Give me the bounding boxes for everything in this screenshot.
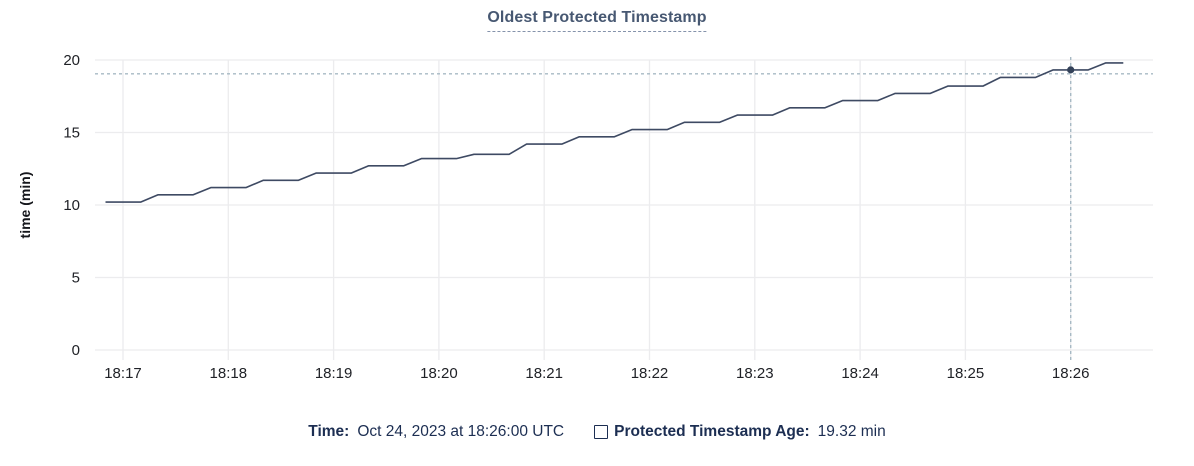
series-line xyxy=(105,62,1124,203)
chart-hover-legend: Time: Oct 24, 2023 at 18:26:00 UTC Prote… xyxy=(0,420,1194,444)
y-tick-label: 15 xyxy=(63,125,80,142)
x-tick-label: 18:22 xyxy=(631,365,669,382)
y-tick-label: 20 xyxy=(63,52,80,69)
x-tick-label: 18:25 xyxy=(947,365,985,382)
x-tick-label: 18:23 xyxy=(736,365,774,382)
series-legend-label[interactable]: Protected Timestamp Age: xyxy=(614,423,810,440)
highlight-point xyxy=(1067,66,1075,74)
series-hover-value: 19.32 min xyxy=(817,423,886,440)
x-tick-label: 18:26 xyxy=(1052,365,1090,382)
x-tick-label: 18:24 xyxy=(841,365,879,382)
x-tick-label: 18:19 xyxy=(315,365,353,382)
series-legend-item[interactable]: Protected Timestamp Age: 19.32 min xyxy=(594,420,886,444)
x-tick-label: 18:21 xyxy=(525,365,563,382)
y-tick-label: 5 xyxy=(72,270,80,287)
hover-time-value: Oct 24, 2023 at 18:26:00 UTC xyxy=(357,423,565,440)
hover-time-label: Time: xyxy=(308,423,350,440)
x-tick-label: 18:18 xyxy=(210,365,248,382)
chart-title[interactable]: Oldest Protected Timestamp xyxy=(487,9,707,32)
y-tick-label: 10 xyxy=(63,197,80,214)
x-tick-label: 18:20 xyxy=(420,365,458,382)
x-tick-label: 18:17 xyxy=(104,365,142,382)
hover-time-group: Time: Oct 24, 2023 at 18:26:00 UTC xyxy=(308,420,564,444)
series-swatch-square-outline-icon[interactable] xyxy=(594,425,609,439)
chart-plot-area[interactable]: 0 5 10 15 20 18:17 18:18 18:19 18:20 18:21 18:22 18… xyxy=(0,0,1194,392)
y-tick-label: 0 xyxy=(72,342,80,359)
y-axis-title: time (min) xyxy=(17,172,33,239)
